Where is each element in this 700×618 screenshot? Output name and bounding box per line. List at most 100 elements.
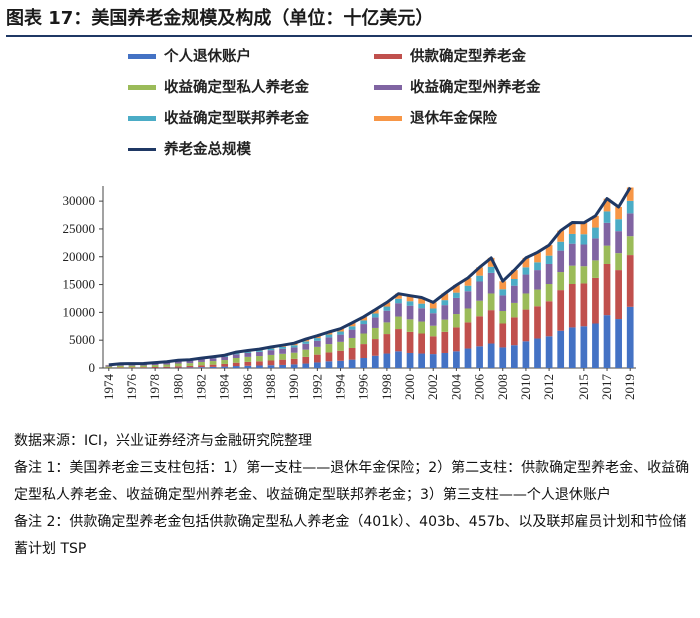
bar-segment [174,361,182,364]
bar-segment [499,323,507,348]
bar-segment [499,347,507,368]
bar-segment [522,257,530,268]
bar-segment [360,320,368,325]
bar-segment [476,300,483,317]
bar-segment [592,215,599,228]
bar-segment [198,365,205,368]
legend-label: 养老金总规模 [164,141,251,158]
bar-segment [174,363,182,367]
bar-segment [499,295,507,311]
bar-segment [522,293,530,310]
bar-segment [232,357,240,363]
bar-segment [453,292,460,298]
bar-segment [186,360,194,364]
bar-segment [441,305,449,320]
bar-segment [360,344,368,358]
bar-segment [267,365,275,368]
bar-segment [615,319,622,368]
bar-segment [487,310,495,344]
bar-segment [302,343,310,350]
bar-segment [476,267,483,276]
bar-segment [348,359,356,368]
bar-segment [279,364,286,368]
legend-item-db-private: 收益确定型私人养老金 [128,77,309,99]
bar-segment [105,366,113,368]
bar-segment [592,323,599,368]
bar-segment [279,346,286,349]
bar-segment [244,352,252,357]
bar-segment [557,330,565,368]
bar-segment [615,206,622,220]
chart-title: 图表 17：美国养老金规模及构成（单位：十亿美元） [6,8,434,29]
bar-segment [522,267,530,275]
bar-segment [117,367,124,368]
bar-segment [151,365,159,367]
bar-segment [395,293,402,299]
bar-segment [534,252,541,263]
bar-segment [418,333,426,354]
bar-segment [221,360,229,364]
bar-segment [580,326,588,368]
y-tick-label: 15000 [63,277,96,292]
bar-segment [232,353,240,355]
bar-segment [244,361,252,366]
bar-segment [383,353,391,368]
bar-segment [441,331,449,353]
y-tick-label: 5000 [69,332,95,347]
bar-segment [395,298,402,304]
legend-swatch [128,147,156,151]
bar-segment [592,260,599,278]
bar-segment [244,356,252,362]
bar-segment [406,295,414,302]
bar-segment [360,333,368,345]
bar-segment [534,306,541,339]
bar-segment [371,309,379,314]
x-tick-label: 2015 [576,374,591,400]
bar-segment [313,354,321,363]
bar-segment [232,362,240,367]
bar-segment [406,301,414,306]
bar-segment [615,253,622,271]
y-tick-label: 0 [89,360,96,375]
bar-segment [325,352,333,362]
bar-segment [476,281,483,301]
bar-segment [383,310,391,323]
legend-swatch [374,53,402,59]
bar-segment [626,255,634,307]
bar-segment [221,366,229,368]
bar-segment [163,362,171,365]
x-tick-label: 1976 [124,374,139,401]
bar-segment [383,306,391,311]
y-tick-label: 20000 [63,249,96,264]
legend-label: 退休年金保险 [410,110,497,127]
bar-segment [151,366,159,368]
bar-segment [256,351,263,357]
bar-segment [580,222,588,235]
notes: 数据来源：ICI，兴业证券经济与金融研究院整理 备注 1：美国养老金三支柱包括：… [14,428,690,563]
bar-segment [476,316,483,347]
legend-swatch [128,115,156,121]
remark-2: 备注 2：供款确定型养老金包括供款确定型私人养老金（401k）、403b、457… [14,514,687,557]
bar-segment [499,310,507,324]
legend-item-db-federal: 收益确定型联邦养老金 [128,108,309,130]
bar-segment [418,308,426,322]
bar-segment [580,244,588,267]
x-tick-label: 1992 [309,374,324,400]
legend-item-dc: 供款确定型养老金 [374,46,526,68]
bar-segment [592,277,599,324]
bar-segment [429,354,437,368]
bar-segment [534,270,541,290]
bar-segment [453,297,460,315]
bar-segment [371,339,379,356]
x-tick-label: 1974 [101,374,116,401]
bar-segment [418,297,426,304]
bar-segment [221,363,229,367]
bar-segment [626,213,634,237]
bar-segment [267,360,275,366]
legend-swatch [128,84,156,90]
legend-swatch [128,53,156,59]
legend-label: 收益确定型私人养老金 [164,79,309,96]
bar-segment [198,367,205,368]
bar-segment [279,353,286,360]
bar-segment [568,243,576,266]
